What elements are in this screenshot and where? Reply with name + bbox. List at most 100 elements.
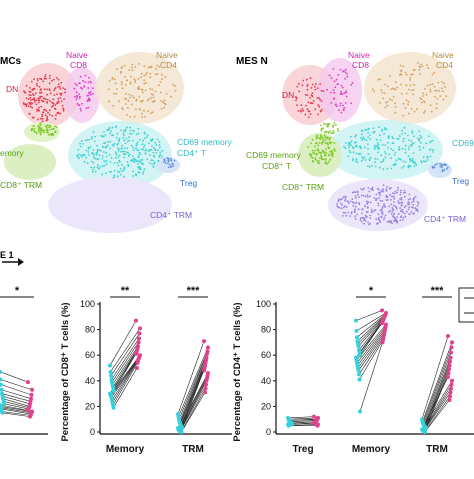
naive-cd8-region <box>318 58 362 122</box>
memory-cell-dot <box>350 140 353 143</box>
y-tick-label: 60 <box>85 350 95 360</box>
memory-cell-dot <box>98 167 100 170</box>
naive-cd8-cell-dot <box>74 95 76 98</box>
cd4-trm-cell-dot <box>382 190 385 193</box>
naive-cd4-cell-dot <box>423 101 426 104</box>
cd8-memory-cell-dot <box>30 129 33 132</box>
cd8-trm-cell-dot <box>312 161 315 163</box>
cd4-trm-cell-dot <box>360 194 363 197</box>
pbmc-point <box>108 363 112 368</box>
naive-cd4-cell-dot <box>113 92 115 95</box>
dn-cell-dot <box>56 77 58 79</box>
naive-cd4-cell-dot <box>389 75 391 77</box>
pair-line <box>359 342 383 412</box>
memory-cell-dot <box>93 166 96 169</box>
cd8-trm-cell-dot <box>334 149 336 152</box>
memory-cell-dot <box>383 133 385 135</box>
memory-cell-dot <box>404 151 407 154</box>
cd4-trm-cell-dot <box>386 186 388 188</box>
naive-cd8-cell-dot <box>84 81 86 83</box>
memory-cell-dot <box>144 153 147 155</box>
naive-cd8-cell-dot <box>87 106 90 109</box>
dn-cell-dot <box>320 100 323 102</box>
cd4-trm-cell-dot <box>389 194 391 196</box>
naive-cd4-cell-dot <box>139 100 142 103</box>
cd4-trm-label: CD4⁺ TRM <box>150 210 192 220</box>
naive-cd8-cell-dot <box>90 81 92 84</box>
memory-cell-dot <box>155 144 158 146</box>
cd4-trm-cell-dot <box>377 222 379 225</box>
cd8-trm-cell-dot <box>324 162 327 165</box>
cd8-trm-cell-dot <box>314 149 316 152</box>
cd4-trm-cell-dot <box>408 203 411 206</box>
memory-cell-dot <box>353 141 356 144</box>
memory-cell-dot <box>412 152 415 154</box>
dn-cell-dot <box>314 83 317 85</box>
cd8-trm-cell-dot <box>323 134 326 137</box>
cd4-trm-cell-dot <box>370 210 373 213</box>
dn-cell-dot <box>60 100 63 103</box>
mes-point <box>204 378 209 383</box>
naive-cd8-cell-dot <box>346 75 349 78</box>
memory-cell-dot <box>122 137 125 139</box>
memory-cell-dot <box>354 134 357 137</box>
memory-cell-dot <box>138 167 141 170</box>
dn-cell-dot <box>33 78 35 80</box>
dn-cell-dot <box>28 90 31 93</box>
treg-cell-dot <box>163 159 166 162</box>
memory-cell-dot <box>107 144 109 147</box>
umap-dots-left <box>22 63 177 179</box>
cd4-trm-cell-dot <box>363 217 366 220</box>
mes-point <box>26 408 30 413</box>
dn-cell-dot <box>49 92 52 95</box>
naive-cd8-cell-dot <box>345 95 348 98</box>
cd8-trm-cell-dot <box>316 160 318 163</box>
dn-cell-dot <box>27 98 30 100</box>
memory-cell-dot <box>344 142 347 145</box>
cd8-trm-cell-dot <box>311 149 314 152</box>
naive-cd8-cell-dot <box>340 84 343 87</box>
naive-cd4-cell-dot <box>441 81 443 83</box>
naive-cd4-cell-dot <box>422 92 425 94</box>
cd8-memory-cell-dot <box>43 129 45 132</box>
memory-cell-dot <box>83 160 86 163</box>
memory-cell-dot <box>378 147 381 150</box>
cd4-trm-cell-dot <box>361 189 364 191</box>
memory-cell-dot <box>361 133 363 136</box>
naive-cd8-cell-dot <box>78 104 81 106</box>
memory-cell-dot <box>153 155 156 158</box>
cd8-trm-cell-dot <box>324 142 327 145</box>
dn-cell-dot <box>61 104 64 107</box>
y-tick-label: 100 <box>80 299 95 309</box>
cd4-trm-cell-dot <box>416 204 419 207</box>
significance-label: * <box>369 285 374 297</box>
memory-cell-dot <box>95 152 98 155</box>
naive-cd4-cell-dot <box>436 89 438 92</box>
memory-cell-dot <box>390 167 393 170</box>
cd4-trm-cell-dot <box>362 195 365 197</box>
cd4-trm-cell-dot <box>355 197 357 199</box>
pair-line <box>2 395 31 405</box>
cd4-trm-cell-dot <box>344 196 347 199</box>
memory-cell-dot <box>428 148 431 151</box>
dn-cell-dot <box>57 83 60 86</box>
cd8-trm-cell-dot <box>328 122 331 125</box>
cd8-trm-cell-dot <box>327 154 330 157</box>
cd4-trm-cell-dot <box>400 196 403 199</box>
naive-cd4-label: Naive <box>156 50 178 60</box>
memory-cell-dot <box>83 154 86 157</box>
pbmc-point <box>2 401 6 406</box>
dn-cell-dot <box>59 92 62 95</box>
cd4-trm-cell-dot <box>354 205 357 208</box>
dn-cell-dot <box>38 99 40 102</box>
naive-cd8-cell-dot <box>85 107 88 110</box>
naive-cd4-cell-dot <box>159 81 162 83</box>
memory-cell-dot <box>408 145 411 148</box>
memory-cell-dot <box>384 144 387 147</box>
naive-cd8-cell-dot <box>335 78 338 81</box>
cd8-trm-cell-dot <box>322 138 325 141</box>
mes-point <box>29 392 34 397</box>
memory-cell-dot <box>138 161 141 163</box>
mes-point <box>447 398 452 402</box>
